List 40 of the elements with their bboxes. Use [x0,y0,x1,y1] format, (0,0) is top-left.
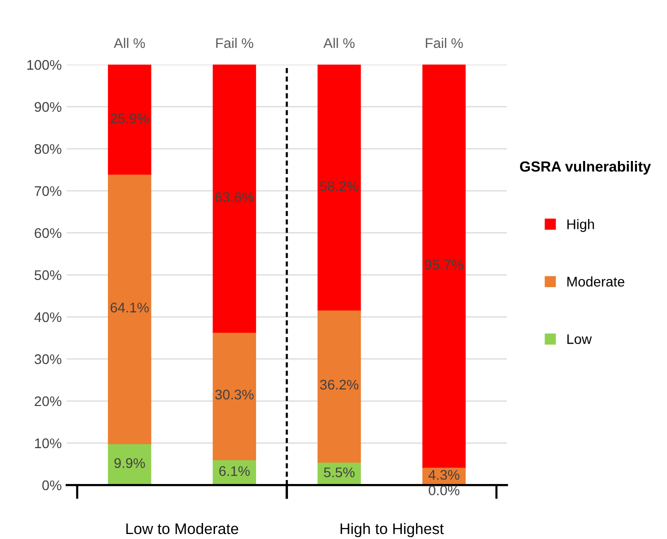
y-tick-label: 60% [34,228,62,238]
data-label: 0.0% [428,485,460,496]
bar [212,331,256,460]
data-label: 58.2% [320,181,358,192]
y-tick-label: 80% [34,144,62,154]
y-tick-label: 30% [34,354,62,364]
y-tick-label: 20% [34,396,62,406]
y-tick-label: 100% [27,60,62,70]
x-tick-label: Fail % [426,38,463,48]
legend-title: GSRA vulnerability [520,160,651,175]
legend-label: Low [567,334,592,344]
y-tick-label: 10% [35,438,62,448]
bar [422,64,466,468]
y-tick-label: 70% [34,186,62,196]
text: High to Highest [340,522,444,538]
data-label: 9.9% [114,458,145,468]
data-label: 6.1% [219,466,250,476]
bar [318,64,361,310]
y-tick-label: 40% [34,312,62,322]
bar [108,64,152,175]
bar [108,173,152,444]
data-label: 25.9% [110,113,149,124]
x-tick-label: Fail % [216,38,254,48]
legend-label: Moderate [567,276,624,287]
data-label: 36.2% [320,380,358,390]
x-tick-label: All % [323,38,355,48]
bar [318,309,361,463]
data-label: 63.6% [215,192,254,202]
bar [212,64,256,333]
text: Low to Moderate [126,522,238,534]
data-label: 30.3% [215,390,254,400]
x-tick-label: All % [114,38,145,48]
y-tick-label: 90% [34,102,62,112]
data-label: 4.3% [428,470,460,480]
y-tick-label: 50% [34,270,62,280]
data-label: 95.7% [424,260,464,270]
data-label: 64.1% [110,302,149,312]
data-label: 5.5% [324,467,355,478]
y-tick-label: 0% [42,480,62,490]
legend-label: High [567,219,594,232]
